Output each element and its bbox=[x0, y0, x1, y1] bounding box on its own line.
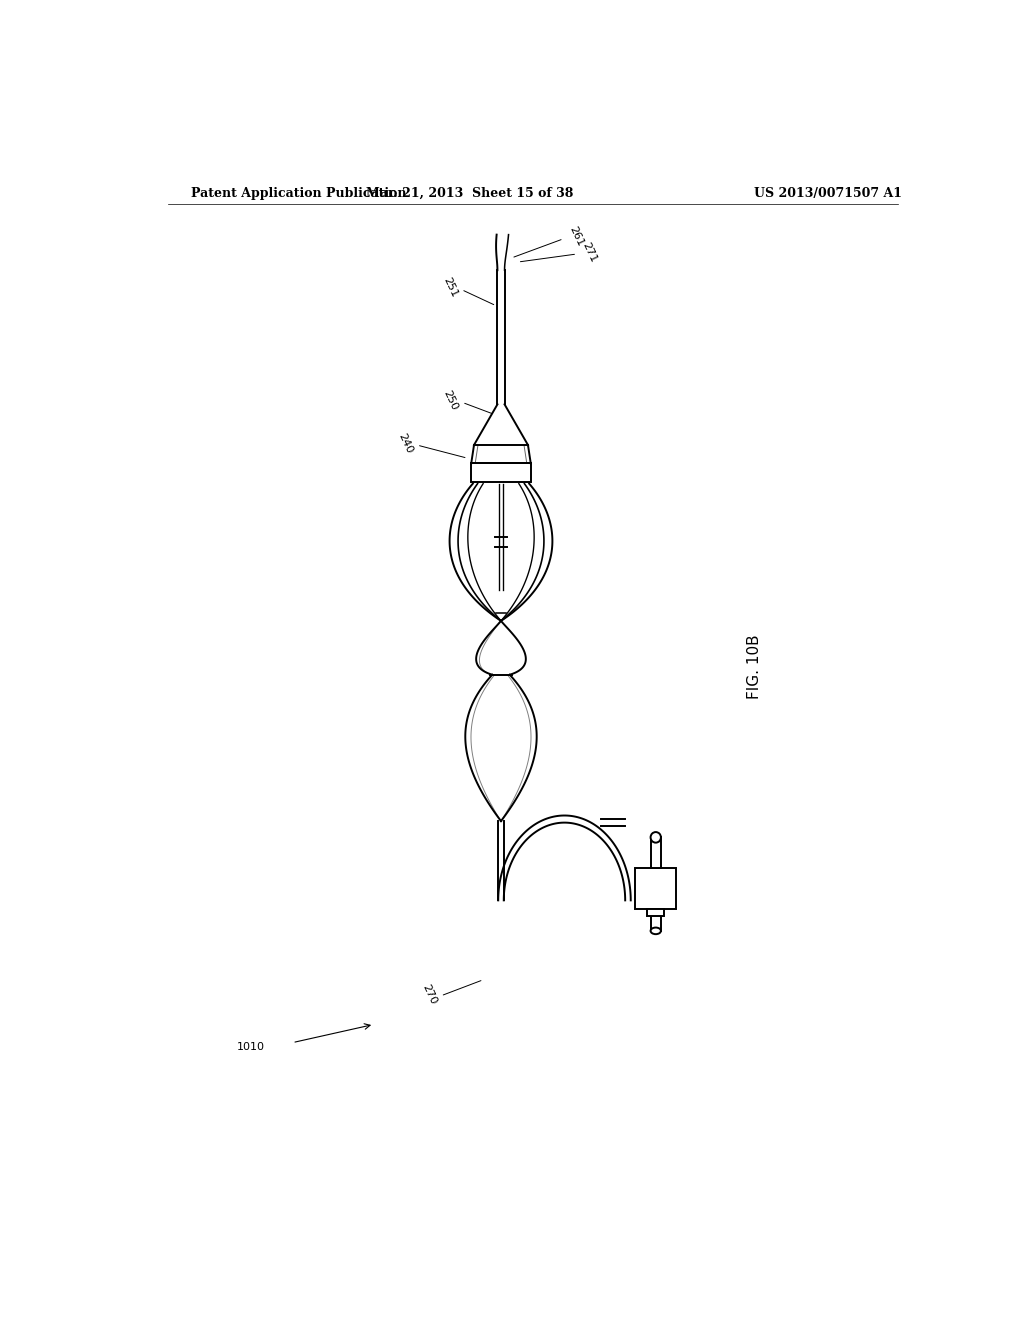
Text: 270: 270 bbox=[420, 982, 438, 1006]
Bar bbox=[635, 867, 677, 908]
Bar bbox=[650, 908, 660, 931]
Bar bbox=[650, 837, 660, 867]
Text: 1010: 1010 bbox=[237, 1041, 265, 1052]
Text: 240: 240 bbox=[396, 432, 415, 454]
Text: Mar. 21, 2013  Sheet 15 of 38: Mar. 21, 2013 Sheet 15 of 38 bbox=[366, 187, 573, 199]
Text: Patent Application Publication: Patent Application Publication bbox=[191, 187, 407, 199]
Text: 250: 250 bbox=[441, 388, 460, 412]
Ellipse shape bbox=[650, 832, 660, 842]
Text: 280: 280 bbox=[640, 880, 657, 904]
Text: 251: 251 bbox=[441, 276, 460, 300]
Text: 271: 271 bbox=[581, 240, 598, 264]
FancyBboxPatch shape bbox=[471, 463, 530, 482]
Ellipse shape bbox=[650, 928, 660, 935]
Text: US 2013/0071507 A1: US 2013/0071507 A1 bbox=[754, 187, 902, 199]
Text: 261: 261 bbox=[567, 224, 585, 248]
Bar bbox=[647, 908, 665, 916]
Text: FIG. 10B: FIG. 10B bbox=[748, 635, 763, 698]
